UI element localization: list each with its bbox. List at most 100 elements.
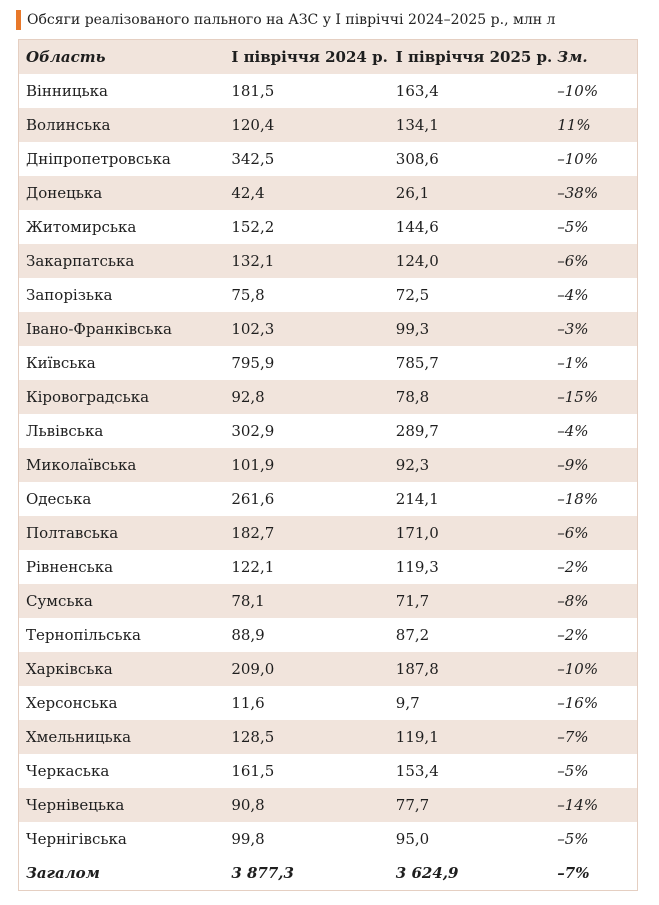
value-2025-cell: 119,3	[395, 558, 439, 576]
value-2025-cell: 92,3	[395, 456, 430, 474]
change-cell: –7%	[557, 728, 589, 746]
table-caption: Обсяги реалізованого пального на АЗС у І…	[16, 9, 555, 31]
value-2025-cell: 171,0	[395, 524, 439, 542]
table-row: Закарпатська 132,1 124,0 –6%	[19, 244, 637, 278]
change-cell: –6%	[557, 252, 589, 270]
total-2024: 3 877,3	[231, 864, 294, 882]
value-2024-cell: 99,8	[231, 830, 265, 848]
value-2024-cell: 152,2	[231, 218, 275, 236]
value-2025-cell: 134,1	[395, 116, 439, 134]
fuel-sales-table: Область І півріччя 2024 р. І півріччя 20…	[18, 39, 638, 891]
value-2025-cell: 124,0	[395, 252, 439, 270]
region-cell: Одеська	[26, 490, 92, 508]
total-2025: 3 624,9	[395, 864, 459, 882]
value-2025-cell: 289,7	[395, 422, 439, 440]
value-2024-cell: 182,7	[231, 524, 275, 542]
table-row: Волинська 120,4 134,1 11%	[19, 108, 637, 142]
total-change: –7%	[557, 864, 590, 882]
value-2024-cell: 122,1	[231, 558, 275, 576]
change-cell: –38%	[557, 184, 599, 202]
value-2025-cell: 308,6	[395, 150, 439, 168]
change-cell: –14%	[557, 796, 599, 814]
table-row: Хмельницька 128,5 119,1 –7%	[19, 720, 637, 754]
table-row: Одеська 261,6 214,1 –18%	[19, 482, 637, 516]
value-2024-cell: 75,8	[231, 286, 265, 304]
table-row: Запорізька 75,8 72,5 –4%	[19, 278, 637, 312]
change-cell: –2%	[557, 626, 589, 644]
region-cell: Чернівецька	[26, 796, 125, 814]
value-2025-cell: 187,8	[395, 660, 439, 678]
change-cell: –8%	[557, 592, 589, 610]
value-2024-cell: 128,5	[231, 728, 275, 746]
change-cell: –2%	[557, 558, 589, 576]
value-2024-cell: 42,4	[231, 184, 265, 202]
region-cell: Миколаївська	[26, 456, 137, 474]
value-2025-cell: 144,6	[395, 218, 439, 236]
value-2024-cell: 101,9	[231, 456, 275, 474]
change-cell: –5%	[557, 830, 589, 848]
region-cell: Тернопільська	[26, 626, 141, 644]
change-cell: –5%	[557, 218, 589, 236]
table-row: Львівська 302,9 289,7 –4%	[19, 414, 637, 448]
table-row: Київська 795,9 785,7 –1%	[19, 346, 637, 380]
value-2024-cell: 795,9	[231, 354, 275, 372]
header-region: Область	[26, 48, 106, 66]
value-2025-cell: 785,7	[395, 354, 439, 372]
table-row: Донецька 42,4 26,1 –38%	[19, 176, 637, 210]
region-cell: Вінницька	[26, 82, 108, 100]
accent-bar	[16, 10, 21, 30]
table-row: Рівненська 122,1 119,3 –2%	[19, 550, 637, 584]
value-2024-cell: 132,1	[231, 252, 275, 270]
change-cell: –1%	[557, 354, 589, 372]
value-2024-cell: 209,0	[231, 660, 275, 678]
table-row: Полтавська 182,7 171,0 –6%	[19, 516, 637, 550]
table-row: Чернігівська 99,8 95,0 –5%	[19, 822, 637, 856]
region-cell: Рівненська	[26, 558, 114, 576]
value-2024-cell: 342,5	[231, 150, 275, 168]
change-cell: 11%	[557, 116, 591, 134]
header-h1-2025: І півріччя 2025 р.	[395, 48, 553, 66]
value-2025-cell: 153,4	[395, 762, 439, 780]
table-row: Вінницька 181,5 163,4 –10%	[19, 74, 637, 108]
region-cell: Івано-Франківська	[26, 320, 172, 338]
change-cell: –10%	[557, 150, 599, 168]
value-2024-cell: 78,1	[231, 592, 265, 610]
table-row: Черкаська 161,5 153,4 –5%	[19, 754, 637, 788]
value-2025-cell: 99,3	[395, 320, 430, 338]
value-2025-cell: 9,7	[395, 694, 420, 712]
change-cell: –15%	[557, 388, 599, 406]
table-row: Херсонська 11,6 9,7 –16%	[19, 686, 637, 720]
change-cell: –18%	[557, 490, 599, 508]
change-cell: –10%	[557, 660, 599, 678]
header-change: Зм.	[557, 48, 588, 66]
value-2025-cell: 163,4	[395, 82, 439, 100]
value-2024-cell: 302,9	[231, 422, 275, 440]
region-cell: Херсонська	[26, 694, 118, 712]
value-2024-cell: 181,5	[231, 82, 275, 100]
table-row: Чернівецька 90,8 77,7 –14%	[19, 788, 637, 822]
table-row: Дніпропетровська 342,5 308,6 –10%	[19, 142, 637, 176]
table-body: Вінницька 181,5 163,4 –10% Волинська 120,4 134…	[19, 74, 637, 856]
value-2025-cell: 77,7	[395, 796, 430, 814]
change-cell: –5%	[557, 762, 589, 780]
change-cell: –3%	[557, 320, 589, 338]
region-cell: Дніпропетровська	[26, 150, 171, 168]
region-cell: Полтавська	[26, 524, 119, 542]
region-cell: Харківська	[26, 660, 113, 678]
region-cell: Хмельницька	[26, 728, 132, 746]
change-cell: –9%	[557, 456, 589, 474]
region-cell: Волинська	[26, 116, 111, 134]
table-row: Харківська 209,0 187,8 –10%	[19, 652, 637, 686]
table-title: Обсяги реалізованого пального на АЗС у І…	[27, 12, 556, 28]
region-cell: Кіровоградська	[26, 388, 150, 406]
table-row: Миколаївська 101,9 92,3 –9%	[19, 448, 637, 482]
table-row: Житомирська 152,2 144,6 –5%	[19, 210, 637, 244]
value-2025-cell: 95,0	[395, 830, 430, 848]
value-2024-cell: 120,4	[231, 116, 275, 134]
value-2025-cell: 26,1	[395, 184, 430, 202]
table-header-row: Область І півріччя 2024 р. І півріччя 20…	[19, 40, 637, 74]
table-row: Івано-Франківська 102,3 99,3 –3%	[19, 312, 637, 346]
table-row: Тернопільська 88,9 87,2 –2%	[19, 618, 637, 652]
total-label: Загалом	[26, 864, 100, 882]
value-2025-cell: 87,2	[395, 626, 430, 644]
